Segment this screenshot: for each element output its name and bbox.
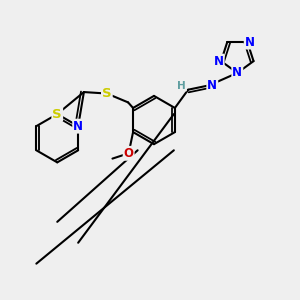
Text: N: N — [232, 66, 242, 80]
Text: N: N — [73, 120, 83, 133]
Text: H: H — [177, 81, 186, 91]
Text: N: N — [207, 79, 217, 92]
Text: N: N — [214, 55, 224, 68]
Text: S: S — [52, 108, 62, 121]
Text: N: N — [245, 35, 255, 49]
Text: O: O — [124, 147, 134, 160]
Text: S: S — [102, 87, 112, 100]
